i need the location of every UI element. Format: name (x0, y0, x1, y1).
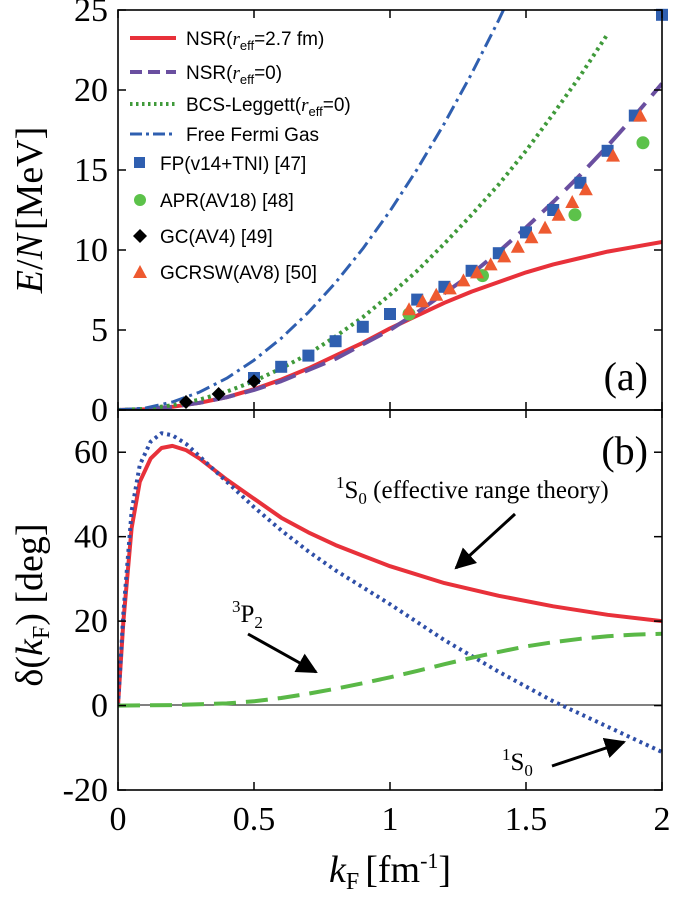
series-3p2-line (118, 631, 662, 708)
y-tick-label: 5 (91, 312, 108, 349)
y-tick-label: 0 (91, 392, 108, 429)
series-nsr-r-eff-2-7-fm-line (118, 240, 662, 410)
legend-label-nsr-reff-27: NSR(reff=2.7 fm) (186, 29, 324, 53)
annotation-1s0-ert-text: 1S0 (effective range theory) (336, 473, 609, 508)
y-tick-label: -20 (63, 772, 108, 809)
y-tick-label: 15 (74, 152, 108, 189)
series-bcs-leggett-r-eff-0-line (118, 32, 610, 410)
marker-gcrsw-av8-50-point (442, 281, 457, 295)
marker-gcrsw-av8-50-point (606, 148, 621, 162)
annotation-3p2-arrow (247, 632, 318, 674)
legend-marker-triangle (133, 265, 147, 278)
marker-gcrsw-av8-50-point (429, 287, 444, 301)
annotation-1s0-arrow (551, 738, 626, 768)
legend-item-apr: APR(AV18) [48] (134, 191, 294, 212)
annotation-3p2: 3P2 (232, 597, 318, 674)
marker-fp-v14-tni-47-point (356, 320, 369, 333)
x-tick-label: 0 (110, 801, 127, 838)
panel-b-ylabel: δ(kF) [deg] (9, 523, 55, 686)
annotation-1s0-ert-arrow (454, 512, 517, 570)
marker-fp-v14-tni-47-point (574, 176, 587, 189)
marker-gc-av4-49-point (211, 387, 226, 401)
marker-apr-av18-48-point (568, 208, 582, 222)
marker-fp-v14-tni-47-point (302, 349, 315, 362)
legend-label-free-fermi-gas: Free Fermi Gas (186, 125, 319, 146)
panel-b-curves (118, 431, 662, 754)
marker-gcrsw-av8-50-point (633, 108, 648, 122)
marker-gcrsw-av8-50-point (524, 230, 539, 244)
legend-marker-diamond (133, 229, 147, 243)
x-tick-label: 1.5 (505, 801, 548, 838)
y-tick-label: 25 (74, 0, 108, 29)
x-tick-label: 0.5 (233, 801, 276, 838)
series-nsr-r-eff-0-line (118, 82, 662, 410)
legend-item-nsr-reff-27: NSR(reff=2.7 fm) (130, 29, 324, 53)
marker-gcrsw-av8-50-point (510, 239, 525, 253)
series-1s0-line (118, 431, 662, 754)
y-tick-label: 20 (74, 603, 108, 640)
legend-label-gc: GC(AV4) [49] (160, 227, 273, 248)
marker-gc-av4-49-point (247, 374, 261, 389)
series-1s0-effective-range-theory-line (118, 443, 662, 706)
x-tick-label: 2 (654, 801, 671, 838)
annotation-3p2-text: 3P2 (232, 597, 263, 632)
legend-label-bcs-leggett: BCS-Leggett(reff=0) (186, 95, 351, 119)
panel-a-legend: NSR(reff=2.7 fm) NSR(reff=0) BCS-Leggett… (130, 29, 351, 284)
legend-label-apr: APR(AV18) [48] (160, 191, 294, 212)
marker-gcrsw-av8-50-point (551, 207, 566, 221)
marker-fp-v14-tni-47-point (384, 308, 396, 320)
legend-label-nsr-reff-0: NSR(reff=0) (186, 63, 282, 87)
marker-fp-v14-tni-47-point (275, 360, 288, 373)
panel-a-ticks: 0 5 10 15 20 25 (74, 0, 663, 429)
marker-gcrsw-av8-50-point (402, 302, 417, 316)
legend-item-bcs-leggett: BCS-Leggett(reff=0) (130, 95, 351, 119)
marker-gc-av4-49-point (179, 395, 193, 409)
marker-gcrsw-av8-50-point (483, 257, 498, 271)
legend-item-gc: GC(AV4) [49] (133, 227, 273, 248)
legend-item-fp: FP(v14+TNI) [47] (134, 154, 306, 175)
y-tick-label: 10 (74, 232, 108, 269)
panel-a-markers (179, 8, 668, 409)
marker-gcrsw-av8-50-point (456, 273, 471, 287)
legend-marker-square (134, 157, 145, 168)
annotation-1s0-text: 1S0 (502, 745, 533, 780)
panel-a-ylabel: E/N[MeV] (9, 127, 51, 295)
marker-gcrsw-av8-50-point (497, 249, 512, 263)
marker-apr-av18-48-point (636, 136, 650, 150)
panel-b-frame (117, 409, 663, 791)
marker-gcrsw-av8-50-point (565, 195, 580, 208)
y-tick-label: 0 (91, 688, 108, 725)
marker-gcrsw-av8-50-point (470, 265, 485, 279)
panel-a: 0 5 10 15 20 25 E/N[MeV] (a) NSR(reff=2.7 fm)… (9, 0, 668, 429)
panel-b-xlabel: kF [fm-1] (329, 848, 451, 895)
panel-b-label: (b) (601, 428, 648, 473)
panel-a-label: (a) (604, 354, 648, 399)
marker-gcrsw-av8-50-point (578, 182, 593, 196)
legend-label-gcrsw: GCRSW(AV8) [50] (160, 263, 317, 284)
x-tick-label: 1 (382, 801, 399, 838)
y-tick-label: 40 (74, 519, 108, 556)
annotation-1s0-ert: 1S0 (effective range theory) (336, 473, 609, 570)
marker-gcrsw-av8-50-point (538, 220, 553, 234)
legend-item-free-fermi-gas: Free Fermi Gas (130, 125, 319, 146)
panel-a-curves (118, 10, 662, 410)
legend-marker-circle (134, 194, 146, 206)
legend-label-fp: FP(v14+TNI) [47] (160, 154, 306, 175)
marker-fp-v14-tni-47-point (329, 335, 342, 348)
annotation-1s0: 1S0 (502, 738, 626, 780)
marker-gcrsw-av8-50-point (415, 294, 430, 308)
y-tick-label: 60 (74, 434, 108, 471)
y-tick-label: 20 (74, 72, 108, 109)
legend-item-nsr-reff-0: NSR(reff=0) (130, 63, 282, 87)
legend-item-gcrsw: GCRSW(AV8) [50] (133, 263, 317, 284)
